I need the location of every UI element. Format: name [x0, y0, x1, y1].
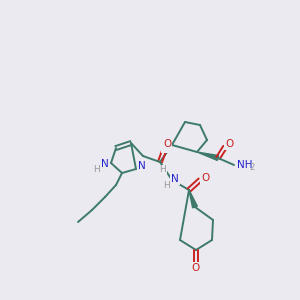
Text: N: N — [171, 174, 179, 184]
Text: H: H — [163, 182, 170, 190]
Polygon shape — [189, 190, 197, 208]
Text: NH: NH — [237, 160, 253, 170]
Text: O: O — [192, 263, 200, 273]
Text: H: H — [160, 166, 167, 175]
Text: N: N — [138, 161, 146, 171]
Text: 2: 2 — [249, 164, 255, 172]
Text: N: N — [101, 159, 109, 169]
Text: O: O — [201, 173, 209, 183]
Text: H: H — [94, 164, 100, 173]
Text: N: N — [162, 142, 170, 152]
Text: O: O — [225, 139, 233, 149]
Text: O: O — [163, 139, 171, 149]
Polygon shape — [197, 152, 219, 160]
